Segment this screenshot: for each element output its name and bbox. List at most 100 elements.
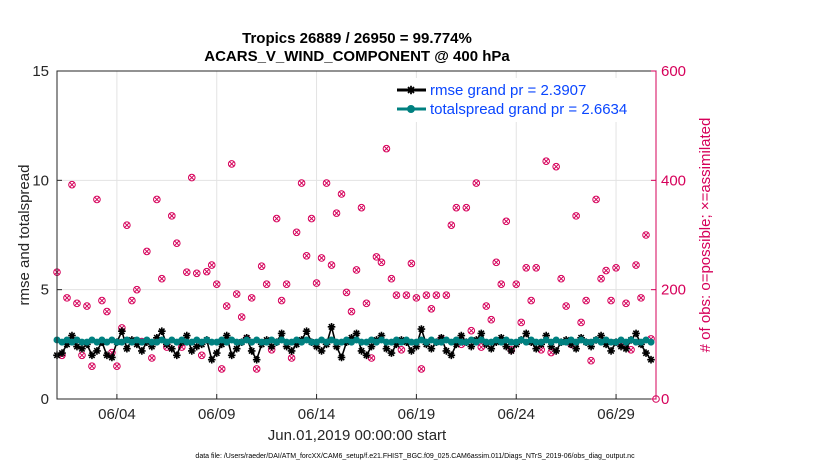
rmse-point: [452, 340, 461, 349]
obs-count-point: [557, 274, 565, 283]
obs-count-point: [277, 296, 286, 305]
rmse-point: [63, 340, 71, 349]
obs-count-point: [622, 299, 630, 308]
obs-count-point: [632, 261, 640, 269]
left-y-tick-label: 0: [41, 391, 49, 408]
x-tick-label: 06/24: [497, 406, 535, 423]
rmse-point: [542, 331, 550, 340]
x-tick-label: 06/19: [398, 406, 436, 423]
obs-count-point: [337, 190, 346, 198]
obs-count-point: [207, 261, 216, 269]
obs-count-point: [168, 212, 176, 220]
obs-count-point: [552, 162, 560, 171]
obs-count-point: [212, 280, 221, 289]
obs-count-point: [113, 362, 121, 371]
obs-count-point: [532, 264, 541, 272]
obs-count-point: [452, 203, 461, 212]
obs-count-point: [542, 157, 550, 165]
obs-count-point: [272, 214, 281, 223]
rmse-point: [407, 347, 416, 355]
chart-title: Tropics 26889 / 26950 = 99.774%: [242, 30, 472, 47]
obs-count-point: [327, 261, 336, 269]
left-y-axis-label: rmse and totalspread: [16, 165, 33, 306]
rmse-point: [302, 327, 311, 336]
obs-count-point: [158, 274, 166, 283]
obs-count-point: [462, 203, 471, 212]
obs-count-point: [98, 296, 106, 305]
left-y-tick-label: 15: [32, 63, 49, 80]
obs-count-point: [247, 294, 256, 302]
obs-count-point: [262, 280, 271, 289]
rmse-point: [58, 349, 66, 357]
obs-count-point: [133, 285, 141, 294]
rmse-point: [173, 351, 181, 360]
legend: rmse grand pr = 2.3907 totalspread grand…: [393, 78, 651, 122]
rmse-point: [642, 349, 650, 357]
rmse-point: [532, 344, 540, 353]
legend-spread-label: totalspread grand pr = 2.6634: [430, 101, 627, 118]
obs-count-point: [143, 247, 151, 256]
obs-count-point: [357, 203, 366, 212]
obs-count-point: [492, 258, 501, 267]
rmse-point: [68, 331, 76, 340]
obs-count-point: [312, 279, 321, 287]
obs-count-point: [197, 351, 206, 360]
rmse-point: [502, 342, 511, 351]
rmse-point: [572, 344, 580, 353]
obs-count-point: [332, 209, 341, 217]
rmse-point: [602, 340, 610, 349]
obs-count-point: [447, 221, 456, 229]
rmse-point: [133, 340, 141, 349]
rmse-point: [447, 351, 456, 360]
rmse-point: [187, 347, 196, 355]
rmse-point: [148, 342, 156, 351]
obs-count-point: [417, 365, 426, 373]
obs-count-point: [397, 346, 406, 354]
rmse-point: [487, 344, 496, 353]
obs-count-point: [128, 296, 136, 305]
obs-count-point: [392, 291, 401, 299]
obs-count-point: [637, 294, 645, 302]
right-y-tick-label: 0: [661, 391, 669, 408]
obs-count-point: [602, 266, 610, 275]
obs-count-point: [582, 296, 590, 305]
obs-count-point: [627, 346, 635, 354]
obs-count-point: [217, 365, 226, 373]
obs-count-point: [362, 299, 371, 308]
x-tick-label: 06/14: [298, 406, 336, 423]
rmse-point: [212, 349, 221, 357]
rmse-point: [337, 353, 346, 362]
rmse-point: [507, 347, 516, 355]
rmse-point: [467, 342, 476, 351]
rmse-point: [247, 347, 256, 355]
obs-count-point: [377, 258, 386, 267]
rmse-point: [597, 331, 605, 340]
rmse-point: [427, 344, 436, 353]
rmse-point: [138, 347, 146, 355]
rmse-point: [158, 327, 166, 336]
right-y-axis-ticks: 0 200 400 600: [651, 63, 686, 408]
obs-count-point: [68, 180, 76, 189]
rmse-point: [377, 331, 386, 340]
obs-count-point: [78, 351, 86, 360]
left-y-axis-ticks: 0 5 10 15: [32, 63, 62, 408]
rmse-point: [217, 340, 226, 349]
legend-rmse-label: rmse grand pr = 2.3907: [430, 82, 586, 99]
rmse-point: [277, 329, 286, 338]
obs-count-point: [612, 264, 620, 272]
obs-count-point: [73, 299, 81, 308]
obs-count-point: [63, 294, 71, 302]
obs-count-point: [182, 268, 191, 276]
obs-count-point: [257, 262, 266, 270]
rmse-point: [222, 331, 231, 340]
obs-count-point: [427, 305, 436, 313]
left-y-tick-label: 10: [32, 172, 49, 189]
obs-count-point: [487, 315, 496, 324]
rmse-point: [292, 340, 301, 349]
obs-count-point: [577, 318, 585, 327]
obs-count-point: [367, 354, 376, 362]
obs-count-point: [123, 221, 131, 229]
rmse-point: [192, 342, 201, 351]
obs-count-point: [382, 144, 391, 153]
totalspread-point: [647, 338, 655, 346]
